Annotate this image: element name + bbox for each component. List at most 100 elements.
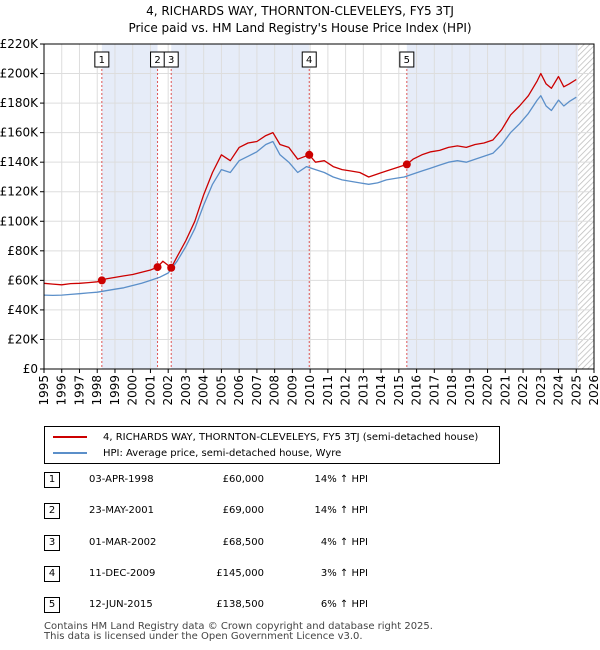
- x-tick-label: 2008: [268, 375, 282, 406]
- x-tick-label: 2017: [427, 375, 441, 406]
- sale-point: [167, 263, 176, 272]
- legend-swatch-property: [53, 436, 87, 438]
- sale-price: £69,000: [222, 505, 264, 516]
- x-tick-label: 2018: [445, 375, 459, 406]
- sale-hpi-diff: 14% ↑ HPI: [314, 505, 368, 516]
- sale-number: 2: [44, 503, 60, 519]
- x-tick-label: 2002: [161, 375, 175, 406]
- x-tick-label: 2023: [534, 375, 548, 406]
- x-tick-label: 2010: [303, 375, 317, 406]
- property-price-line: [43, 72, 577, 286]
- y-tick-label: £60K: [7, 273, 39, 287]
- ownership-shade: [406, 44, 579, 369]
- y-tick-label: £160K: [0, 126, 39, 140]
- sale-date: 11-DEC-2009: [89, 568, 156, 579]
- sale-date: 12-JUN-2015: [89, 599, 153, 610]
- x-tick-label: 2001: [143, 375, 157, 406]
- x-tick-label: 1996: [55, 375, 69, 406]
- table-row: 1 03-APR-1998 £60,000 14% ↑ HPI: [44, 472, 444, 488]
- chart-legend: 4, RICHARDS WAY, THORNTON-CLEVELEYS, FY5…: [44, 426, 500, 464]
- x-tick-label: 2011: [321, 375, 335, 406]
- sale-price: £68,500: [222, 537, 264, 548]
- forecast-hatch: [578, 44, 594, 369]
- sale-date: 03-APR-1998: [89, 474, 154, 485]
- y-tick-label: £40K: [7, 303, 39, 317]
- sale-point: [97, 276, 106, 285]
- x-tick-label: 1997: [72, 375, 86, 406]
- x-tick-label: 2025: [569, 375, 583, 406]
- y-tick-label: £80K: [7, 244, 39, 258]
- sale-date: 23-MAY-2001: [89, 505, 155, 516]
- sale-hpi-diff: 4% ↑ HPI: [320, 537, 368, 548]
- sale-number: 1: [44, 472, 60, 488]
- sale-number: 4: [44, 566, 60, 582]
- x-tick-label: 2020: [481, 375, 495, 406]
- sale-hpi-diff: 6% ↑ HPI: [320, 599, 368, 610]
- x-tick-label: 2015: [392, 375, 406, 406]
- x-tick-label: 1999: [108, 375, 122, 406]
- sale-marker-label: 1: [99, 55, 105, 66]
- sale-price: £145,000: [216, 568, 264, 579]
- y-tick-label: £100K: [0, 214, 39, 228]
- x-tick-label: 2026: [587, 375, 600, 406]
- y-tick-label: £200K: [0, 67, 39, 81]
- sale-marker-box: [399, 51, 415, 68]
- sale-point: [153, 263, 162, 272]
- legend-swatch-hpi: [53, 452, 87, 454]
- copyright-notice: Contains HM Land Registry data © Crown c…: [44, 621, 433, 632]
- x-tick-label: 2003: [179, 375, 193, 406]
- x-tick-label: 2021: [498, 375, 512, 406]
- hpi-line: [43, 95, 577, 297]
- legend-label-property: 4, RICHARDS WAY, THORNTON-CLEVELEYS, FY5…: [103, 431, 479, 443]
- sale-point: [305, 150, 314, 159]
- x-tick-label: 2004: [197, 375, 211, 406]
- ownership-shade: [171, 44, 310, 369]
- sale-marker-label: 5: [404, 55, 410, 66]
- plot-frame: [43, 43, 595, 370]
- sale-marker-label: 2: [154, 55, 160, 66]
- x-tick-label: 2007: [250, 375, 264, 406]
- table-row: 5 12-JUN-2015 £138,500 6% ↑ HPI: [44, 597, 444, 613]
- chart-title: 4, RICHARDS WAY, THORNTON-CLEVELEYS, FY5…: [146, 4, 454, 18]
- licence-notice: This data is licensed under the Open Gov…: [44, 631, 363, 642]
- sale-point: [402, 160, 411, 169]
- x-tick-label: 2006: [232, 375, 246, 406]
- y-tick-label: £0: [23, 362, 38, 376]
- price-chart: 1 2 3 4 5£0£20K£40K£60K£80K£100K£120K£140K£1…: [0, 37, 600, 406]
- sale-number: 3: [44, 535, 60, 551]
- sale-date: 01-MAR-2002: [89, 537, 157, 548]
- y-tick-label: £140K: [0, 155, 39, 169]
- x-tick-label: 2012: [339, 375, 353, 406]
- sale-marker-box: [94, 51, 110, 68]
- x-tick-label: 2014: [374, 375, 388, 406]
- sale-marker-label: 4: [306, 55, 312, 66]
- footer: Contains HM Land Registry data © Crown c…: [44, 622, 433, 642]
- sale-number: 5: [44, 597, 60, 613]
- x-tick-label: 1995: [37, 375, 51, 406]
- sale-marker-box: [163, 51, 179, 68]
- x-tick-label: 2013: [356, 375, 370, 406]
- sale-price: £138,500: [216, 599, 264, 610]
- x-tick-label: 2024: [552, 375, 566, 406]
- x-tick-label: 2009: [285, 375, 299, 406]
- legend-item-property: 4, RICHARDS WAY, THORNTON-CLEVELEYS, FY5…: [53, 430, 478, 444]
- y-tick-label: £120K: [0, 185, 39, 199]
- x-tick-label: 2022: [516, 375, 530, 406]
- x-tick-label: 2000: [126, 375, 140, 406]
- table-row: 4 11-DEC-2009 £145,000 3% ↑ HPI: [44, 566, 444, 582]
- x-tick-label: 2016: [410, 375, 424, 406]
- x-tick-label: 2019: [463, 375, 477, 406]
- legend-item-hpi: HPI: Average price, semi-detached house,…: [53, 446, 341, 460]
- sale-price: £60,000: [222, 474, 264, 485]
- sale-marker-box: [301, 51, 317, 68]
- y-tick-label: £20K: [7, 332, 39, 346]
- chart-subtitle: Price paid vs. HM Land Registry's House …: [128, 21, 472, 35]
- x-tick-label: 2005: [214, 375, 228, 406]
- y-tick-label: £220K: [0, 37, 39, 51]
- table-row: 2 23-MAY-2001 £69,000 14% ↑ HPI: [44, 503, 444, 519]
- x-tick-label: 1998: [90, 375, 104, 406]
- table-row: 3 01-MAR-2002 £68,500 4% ↑ HPI: [44, 535, 444, 551]
- y-tick-label: £180K: [0, 96, 39, 110]
- ownership-shade: [101, 44, 158, 369]
- sale-hpi-diff: 14% ↑ HPI: [314, 474, 368, 485]
